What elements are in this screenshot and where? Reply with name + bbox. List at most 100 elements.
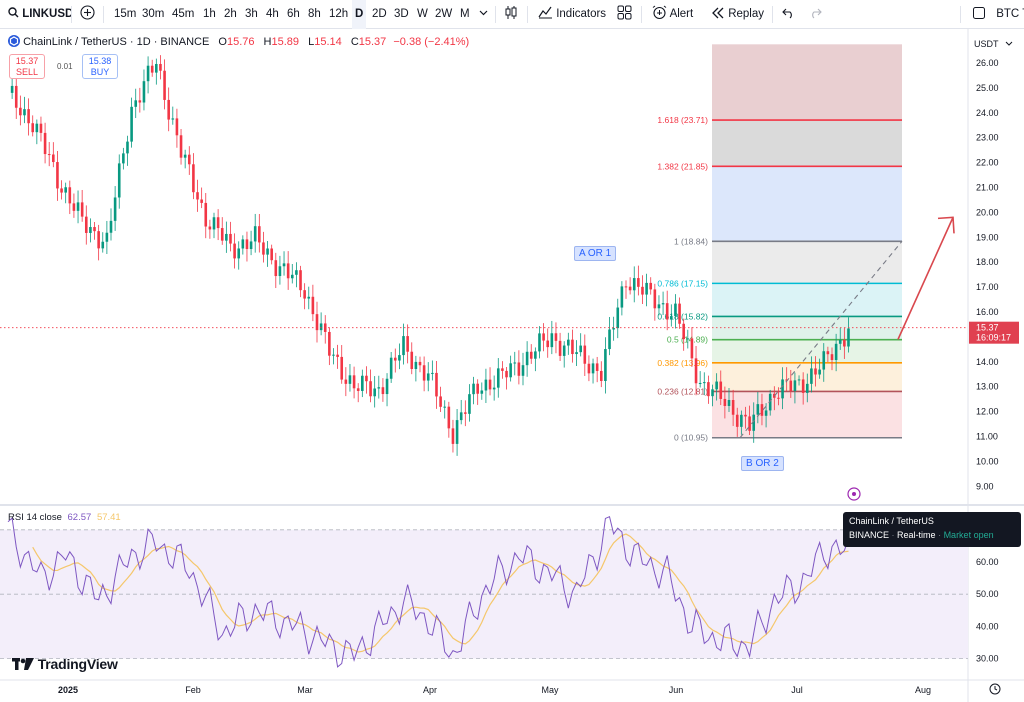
interval-dropdown[interactable] xyxy=(479,0,488,29)
candle-body xyxy=(167,99,170,120)
rsi-tick-label: 30.00 xyxy=(976,654,999,664)
interval-6h[interactable]: 6h xyxy=(287,8,300,20)
compare-add-button[interactable] xyxy=(80,0,95,29)
buy-label: BUY xyxy=(90,67,110,77)
candle-body xyxy=(31,123,35,133)
candle-body xyxy=(10,85,14,93)
sell-price: 15.37 xyxy=(15,56,39,66)
candle-body xyxy=(216,217,220,229)
candle-body xyxy=(608,329,611,350)
chart-type-button[interactable] xyxy=(504,0,518,29)
candle-body xyxy=(698,382,702,384)
symbol-name: LINKUSDT xyxy=(22,8,73,20)
interval-15m[interactable]: 15m xyxy=(114,8,137,20)
candle-body xyxy=(328,331,331,356)
candle-body xyxy=(472,383,475,395)
candle-body xyxy=(23,109,26,116)
candle-body xyxy=(344,379,348,384)
candle-body xyxy=(628,286,632,291)
price-chart[interactable]: 1.618 (23.71) 1.382 (21.85) 1 (18.84) 0.786… xyxy=(0,29,1024,702)
fib-level-label: 1.618 (23.71) xyxy=(657,115,708,125)
candle-body xyxy=(805,383,809,393)
price-tick-label: 18.00 xyxy=(976,257,999,267)
price-tick-label: 20.00 xyxy=(976,207,999,217)
candle-body xyxy=(398,355,401,361)
candle-body xyxy=(435,372,438,397)
candle-body xyxy=(744,414,747,417)
candle-body xyxy=(838,339,842,344)
interval-1h[interactable]: 1h xyxy=(203,8,216,20)
replay-button[interactable]: Replay xyxy=(711,0,764,29)
candle-body xyxy=(105,232,109,242)
candle-body xyxy=(352,375,356,389)
candle-body xyxy=(468,394,471,414)
candle-body xyxy=(748,416,751,431)
alert-button[interactable]: Alert xyxy=(652,0,693,29)
fib-level-label: 0.382 (13.96) xyxy=(657,358,708,368)
candle-body xyxy=(674,303,677,317)
interval-45m[interactable]: 45m xyxy=(172,8,195,20)
price-tick-label: 22.00 xyxy=(976,158,999,168)
rsi-ma-value: 57.41 xyxy=(96,512,121,523)
interval-12h[interactable]: 12h xyxy=(329,8,349,20)
candle-body xyxy=(64,187,67,193)
search-icon xyxy=(8,0,19,29)
buy-button[interactable]: 15.38 BUY xyxy=(82,54,118,79)
candle-body xyxy=(657,304,661,309)
symbol-search-button[interactable]: LINKUSDT xyxy=(8,0,72,29)
interval-3d[interactable]: 3D xyxy=(394,8,409,20)
candle-body xyxy=(529,351,533,359)
interval-8h[interactable]: 8h xyxy=(308,8,321,20)
fib-level-label: 1.382 (21.85) xyxy=(657,161,708,171)
rsi-value: 62.57 xyxy=(67,512,92,523)
toolbar-divider xyxy=(527,6,528,23)
tradingview-logo-icon xyxy=(12,656,34,672)
price-tick-label: 24.00 xyxy=(976,108,999,118)
interval-w[interactable]: W xyxy=(417,8,428,20)
candle-body xyxy=(665,303,669,320)
interval-2h[interactable]: 2h xyxy=(224,8,237,20)
wave-label-bottom[interactable]: B OR 2 xyxy=(741,456,784,471)
indicators-button[interactable]: Indicators xyxy=(538,0,606,29)
interval-m[interactable]: M xyxy=(460,8,470,20)
rsi-legend: RSI 14 close 62.57 57.41 xyxy=(8,512,121,523)
candle-body xyxy=(278,266,282,277)
interval-d[interactable]: D xyxy=(352,0,367,29)
candle-body xyxy=(361,375,364,391)
candle-body xyxy=(225,233,228,241)
timezone-clock-hands xyxy=(994,686,998,691)
candle-body xyxy=(538,333,541,352)
interval-2d[interactable]: 2D xyxy=(372,8,387,20)
rsi-tick-label: 60.00 xyxy=(976,557,999,567)
candle-body xyxy=(179,135,183,158)
redo-button[interactable] xyxy=(809,0,822,29)
candles-icon xyxy=(504,0,518,29)
candle-body xyxy=(56,162,59,189)
price-tick-label: 26.00 xyxy=(976,58,999,68)
wave-label-top[interactable]: A OR 1 xyxy=(574,246,617,261)
candle-body xyxy=(307,296,311,299)
interval-3h[interactable]: 3h xyxy=(245,8,258,20)
tooltip-exchange: BINANCE xyxy=(849,530,890,540)
candle-body xyxy=(76,202,80,211)
layout-templates-button[interactable] xyxy=(617,0,632,29)
candle-body xyxy=(97,231,100,249)
undo-button[interactable] xyxy=(782,0,795,29)
interval-4h[interactable]: 4h xyxy=(266,8,279,20)
candle-body xyxy=(101,241,105,249)
candle-body xyxy=(632,278,636,291)
candles-group xyxy=(10,55,850,456)
candle-body xyxy=(274,260,278,277)
alert-label: Alert xyxy=(669,8,694,20)
candle-body xyxy=(567,339,570,346)
interval-2w[interactable]: 2W xyxy=(435,8,453,20)
candle-body xyxy=(616,307,620,329)
sell-button[interactable]: 15.37 SELL xyxy=(9,54,45,79)
interval-30m[interactable]: 30m xyxy=(142,8,165,20)
last-price-value: 15.37 xyxy=(976,323,999,333)
candle-body xyxy=(690,338,694,359)
candle-body xyxy=(682,323,685,340)
fib-level-label: 1 (18.84) xyxy=(674,236,708,246)
compare-symbol-toggle[interactable]: BTC T xyxy=(973,0,1024,29)
grid-icon xyxy=(617,0,632,29)
